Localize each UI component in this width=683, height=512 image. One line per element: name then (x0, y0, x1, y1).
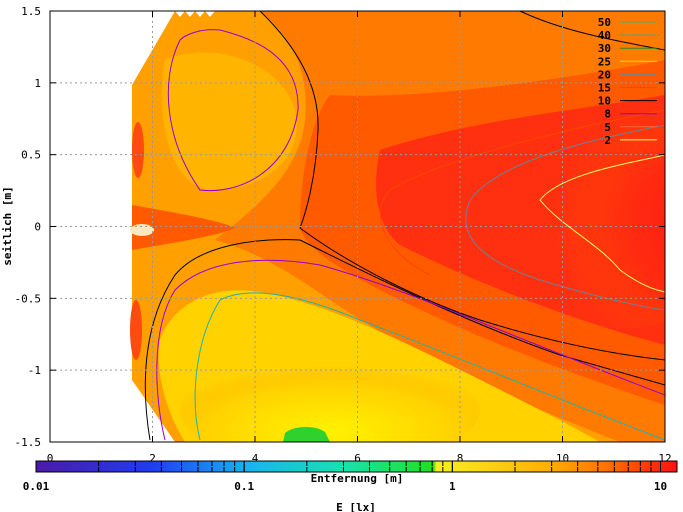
legend-label: 10 (598, 95, 611, 108)
field-source-edge-top (132, 122, 144, 178)
contour-10-right (519, 11, 665, 51)
legend-label: 40 (598, 29, 611, 42)
contour-8-lower (156, 259, 665, 441)
legend-label: 2 (604, 134, 611, 147)
contour-lines (144, 11, 665, 441)
legend-label: 5 (604, 121, 611, 134)
colorbar-tick-labels: 0.01 0.1 1 10 (23, 480, 667, 493)
contour-10-upper (259, 11, 665, 361)
y-tick-label: 1 (34, 77, 41, 90)
axis-ticks (49, 10, 666, 443)
y-tick-label: -0.5 (15, 292, 42, 305)
x-tick-label: 0 (47, 452, 54, 465)
legend-label: 15 (598, 82, 611, 95)
legend-label: 50 (598, 16, 611, 29)
colorbar-tick-label: 0.01 (23, 480, 50, 493)
contour-40-lower (194, 292, 665, 441)
colorbar-tick-label: 1 (449, 480, 456, 493)
y-tick-label: 0.5 (21, 149, 41, 162)
field-source-edge-bottom (130, 300, 142, 360)
x-tick-label: 8 (457, 452, 464, 465)
colorbar-ticks (35, 461, 662, 472)
colorbar-gradient (36, 461, 677, 472)
y-tick-label: 0 (34, 221, 41, 234)
colorbar-tick-label: 0.1 (234, 480, 254, 493)
legend-label: 25 (598, 55, 611, 68)
legend-label: 30 (598, 42, 611, 55)
contour-15-right (379, 109, 665, 276)
x-axis-label: Entfernung [m] (311, 472, 404, 485)
grid-lines (50, 11, 665, 442)
heatmap-field (130, 11, 665, 442)
x-tick-label: 2 (149, 452, 156, 465)
y-tick-label: 1.5 (21, 5, 41, 18)
y-axis-label: seitlich [m] (1, 186, 14, 265)
y-tick-label: -1 (28, 364, 41, 377)
x-tick-label: 6 (354, 452, 361, 465)
field-sawtooth-top (175, 11, 215, 17)
field-green-spot (283, 426, 330, 442)
field-source-glow (132, 205, 235, 250)
field-source-core (130, 224, 154, 236)
colorbar: 0.01 0.1 1 10 E [lx] (23, 460, 678, 512)
contour-2-right (539, 154, 665, 293)
field-lobe-upper (162, 52, 297, 190)
colorbar-label: E [lx] (336, 501, 376, 512)
contour-20-right (465, 124, 665, 311)
legend-label: 20 (598, 68, 611, 81)
contour-10-lower (144, 239, 665, 441)
field-lobe-lower-peak (180, 355, 480, 442)
y-tick-labels: 1.5 1 0.5 0 -0.5 -1 -1.5 (15, 5, 42, 449)
y-tick-label: -1.5 (15, 436, 42, 449)
x-tick-label: 4 (252, 452, 259, 465)
colorbar-tick-label: 10 (654, 480, 667, 493)
contour-8-upper (167, 29, 299, 192)
legend-label: 8 (604, 108, 611, 121)
